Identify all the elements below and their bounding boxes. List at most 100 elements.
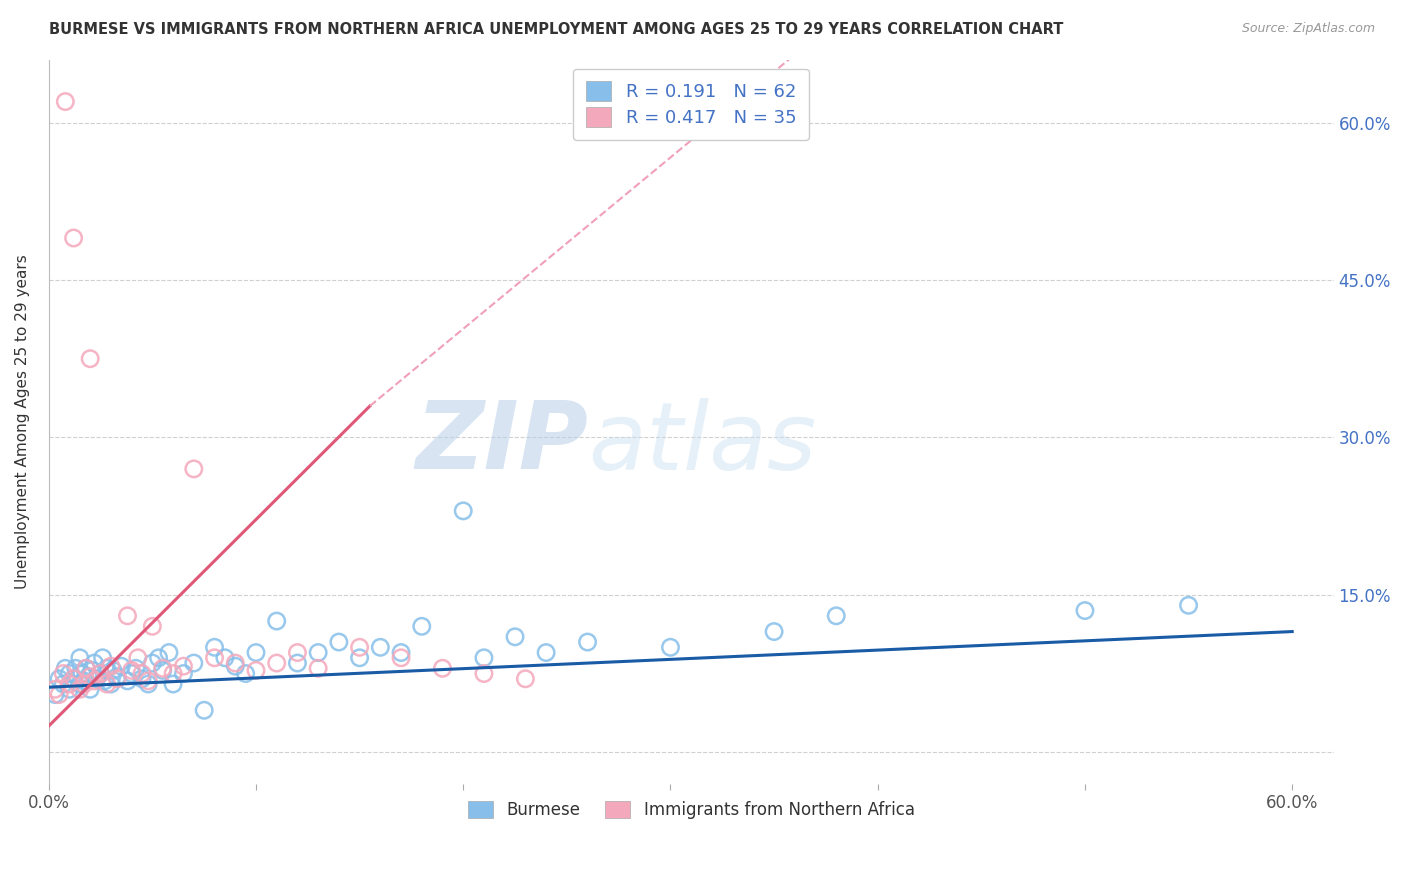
Point (117, 673, 139, 688)
Point (157, 646, 180, 660)
Point (162, 677, 184, 691)
Point (148, 650, 170, 665)
Y-axis label: Unemployment Among Ages 25 to 29 years: Unemployment Among Ages 25 to 29 years (15, 254, 30, 589)
Point (141, 656, 163, 670)
Point (58, 682, 80, 697)
Point (503, 630, 526, 644)
Point (162, 666, 184, 681)
Point (69, 650, 91, 665)
Point (224, 659, 246, 673)
Point (83, 656, 105, 670)
Point (70, 666, 93, 681)
Point (183, 462, 205, 476)
Point (117, 608, 139, 623)
Point (825, 608, 848, 623)
Point (204, 650, 226, 665)
Point (349, 650, 371, 665)
Point (307, 646, 329, 660)
Point (69, 677, 91, 691)
Point (90, 666, 112, 681)
Point (287, 646, 309, 660)
Point (141, 619, 163, 633)
Point (48, 672, 70, 686)
Point (110, 659, 132, 673)
Point (152, 664, 174, 678)
Point (125, 661, 148, 675)
Point (121, 666, 143, 681)
Point (172, 666, 194, 681)
Point (93, 673, 115, 688)
Point (52, 677, 75, 691)
Point (53, 95, 76, 109)
Point (307, 661, 329, 675)
Point (65, 661, 87, 675)
Text: Source: ZipAtlas.com: Source: ZipAtlas.com (1241, 22, 1375, 36)
Point (136, 677, 159, 691)
Point (389, 650, 412, 665)
Point (214, 650, 236, 665)
Point (48, 688, 70, 702)
Point (58, 677, 80, 691)
Point (472, 650, 495, 665)
Point (62, 231, 84, 245)
Point (91, 650, 114, 665)
Point (349, 640, 371, 655)
Legend: Burmese, Immigrants from Northern Africa: Burmese, Immigrants from Northern Africa (461, 795, 921, 826)
Point (763, 624, 786, 639)
Point (287, 656, 309, 670)
Point (86, 672, 108, 686)
Point (183, 656, 205, 670)
Text: ZIP: ZIP (416, 398, 588, 490)
Point (77, 670, 100, 684)
Point (90, 666, 112, 681)
Point (328, 635, 350, 649)
Point (266, 614, 288, 628)
Point (79, 682, 101, 697)
Point (96, 661, 118, 675)
Point (131, 666, 153, 681)
Point (69, 682, 91, 697)
Point (96, 677, 118, 691)
Point (75, 661, 97, 675)
Text: BURMESE VS IMMIGRANTS FROM NORTHERN AFRICA UNEMPLOYMENT AMONG AGES 25 TO 29 YEAR: BURMESE VS IMMIGRANTS FROM NORTHERN AFRI… (49, 22, 1063, 37)
Point (62, 672, 84, 686)
Point (62, 672, 84, 686)
Point (127, 650, 149, 665)
Point (83, 673, 105, 688)
Point (73, 677, 96, 691)
Point (534, 646, 557, 660)
Point (370, 640, 392, 655)
Point (121, 664, 143, 678)
Point (82, 664, 104, 678)
Point (224, 656, 246, 670)
Point (152, 661, 174, 675)
Point (172, 659, 194, 673)
Point (75, 661, 97, 675)
Point (44, 688, 66, 702)
Point (105, 672, 128, 686)
Text: atlas: atlas (588, 398, 817, 489)
Point (432, 661, 454, 675)
Point (389, 646, 412, 660)
Point (515, 672, 537, 686)
Point (58, 666, 80, 681)
Point (79, 351, 101, 366)
Point (659, 640, 682, 655)
Point (245, 646, 267, 660)
Point (136, 673, 159, 688)
Point (52, 666, 75, 681)
Point (235, 666, 257, 681)
Point (73, 673, 96, 688)
Point (576, 635, 599, 649)
Point (101, 664, 124, 678)
Point (245, 664, 267, 678)
Point (193, 703, 215, 717)
Point (100, 677, 122, 691)
Point (44, 682, 66, 697)
Point (131, 672, 153, 686)
Point (266, 656, 288, 670)
Point (79, 670, 101, 684)
Point (53, 661, 76, 675)
Point (411, 619, 433, 633)
Point (204, 640, 226, 655)
